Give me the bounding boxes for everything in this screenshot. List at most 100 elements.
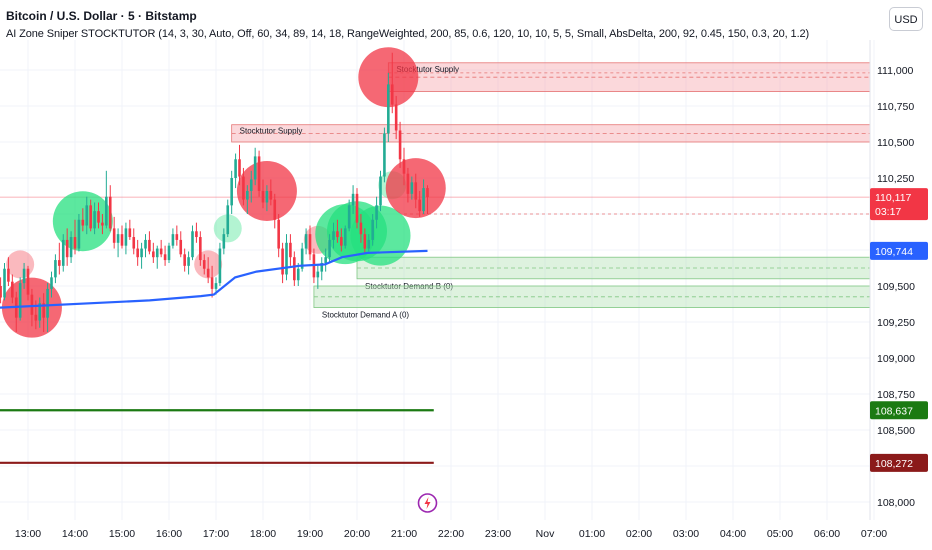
indicator-label[interactable]: AI Zone Sniper STOCKTUTOR (14, 3, 30, Au…	[6, 28, 810, 40]
tradingview-logo-icon[interactable]	[417, 493, 438, 513]
candle-body	[144, 239, 147, 249]
candle-body	[202, 260, 206, 269]
price-tags: 110,117 03:17 109,744 108,637 108,272	[870, 188, 928, 472]
candle-body	[183, 254, 186, 266]
sell-signal-circle	[6, 250, 35, 279]
candle-body	[195, 231, 198, 238]
candle-body	[218, 248, 222, 284]
candle-body	[140, 248, 143, 258]
candle-body	[253, 156, 257, 180]
candle-body	[281, 248, 284, 275]
candle-body	[234, 159, 237, 178]
candle-body	[34, 314, 38, 321]
candle-body	[293, 257, 296, 281]
candle-body	[171, 234, 175, 246]
candle-body	[406, 173, 410, 194]
candle-body	[285, 242, 288, 275]
price-tick-label: 110,750	[877, 101, 914, 113]
candle-body	[422, 188, 425, 212]
candle-body	[116, 234, 120, 243]
candle-body	[3, 268, 6, 298]
time-tick-label: 20:00	[344, 528, 370, 540]
candle-body	[316, 271, 320, 278]
candle-body	[132, 237, 136, 249]
time-tick-label: 02:00	[626, 528, 652, 540]
candle-body	[308, 234, 312, 255]
candle-body	[89, 205, 92, 229]
time-tick-label: 13:00	[15, 528, 41, 540]
candle-body	[351, 193, 355, 206]
candle-body	[175, 234, 179, 240]
candles-layer	[0, 52, 429, 333]
candle-body	[214, 283, 218, 289]
candle-body	[226, 205, 230, 235]
time-tick-label: 16:00	[156, 528, 182, 540]
price-tick-label: 110,500	[877, 137, 914, 149]
candle-body	[398, 130, 402, 160]
candle-body	[58, 260, 61, 266]
currency-button[interactable]: USD	[889, 7, 923, 31]
candle-body	[336, 231, 339, 238]
buy-signal-circle	[350, 205, 411, 266]
candle-body	[375, 205, 378, 220]
price-tick-label: 109,250	[877, 317, 915, 329]
vwap-layer	[0, 249, 428, 309]
candle-body	[105, 196, 108, 226]
price-tag-countdown: 03:17	[875, 206, 901, 218]
candle-body	[273, 199, 277, 220]
candle-body	[371, 219, 374, 240]
candle-body	[343, 228, 347, 246]
lightning-icon	[424, 497, 431, 509]
candle-body	[191, 231, 194, 258]
chart-title: Bitcoin / U.S. Dollar · 5 · Bitstamp	[6, 9, 197, 23]
candle-body	[26, 268, 30, 295]
candle-body	[324, 257, 327, 263]
candle-body	[242, 176, 245, 200]
time-tick-label: 04:00	[720, 528, 746, 540]
candle-body	[7, 268, 10, 282]
price-tick-label: 109,500	[877, 281, 915, 293]
candle-body	[179, 239, 183, 255]
candle-body	[101, 222, 104, 226]
candle-body	[163, 254, 167, 261]
time-tick-label: 21:00	[391, 528, 417, 540]
price-tag-red	[870, 453, 928, 472]
time-tick-label: Nov	[536, 528, 555, 540]
zones-layer: Stocktutor Supply Stocktutor Supply Stockt…	[0, 62, 871, 320]
candle-body	[363, 234, 367, 249]
candle-body	[230, 178, 233, 206]
price-tick-label: 108,500	[877, 425, 915, 437]
candle-body	[108, 196, 112, 229]
price-tick-label: 109,000	[877, 353, 915, 365]
candle-body	[347, 205, 351, 229]
time-axis[interactable]: 13:00 14:00 15:00 16:00 17:00 18:00 19:00 20:00…	[15, 528, 887, 540]
candle-body	[18, 283, 22, 318]
candle-body	[73, 237, 77, 249]
supply-zone-label: Stocktutor Supply	[396, 65, 459, 74]
candle-body	[359, 222, 363, 235]
candle-body	[167, 245, 171, 261]
candle-body	[120, 234, 124, 246]
time-tick-label: 23:00	[485, 528, 511, 540]
price-tick-label: 108,000	[877, 497, 915, 509]
candle-body	[277, 219, 280, 249]
candle-body	[379, 176, 382, 206]
time-tick-label: 19:00	[297, 528, 323, 540]
candle-body	[136, 248, 139, 258]
candle-body	[296, 268, 300, 281]
candle-body	[187, 257, 190, 266]
candle-body	[159, 248, 163, 255]
candle-body	[30, 294, 34, 315]
candle-body	[414, 182, 418, 200]
time-tick-label: 06:00	[814, 528, 840, 540]
candle-body	[112, 228, 116, 243]
horizontal-lines-layer	[0, 409, 434, 464]
candle-body	[46, 288, 49, 318]
candle-body	[383, 133, 386, 177]
price-axis[interactable]: 108,000108,250108,500108,750109,000109,2…	[869, 40, 915, 520]
vwap-line	[0, 249, 428, 309]
candle-body	[328, 239, 331, 258]
candle-body	[206, 268, 210, 278]
price-tag-label: 108,272	[875, 458, 913, 470]
